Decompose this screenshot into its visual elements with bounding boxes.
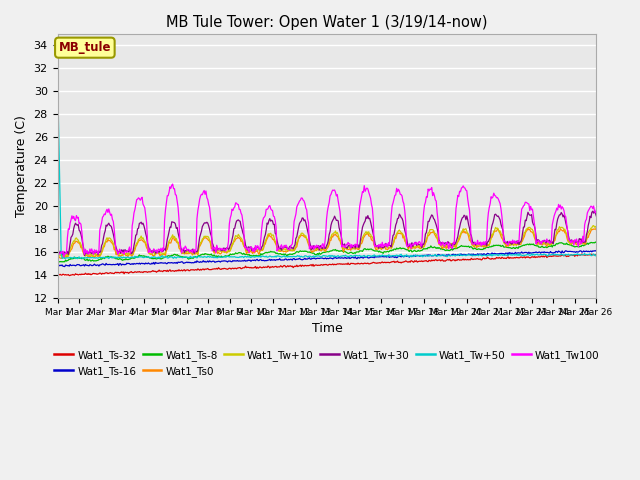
Wat1_Tw100	[60, 254, 68, 260]
Wat1_Ts-32	[54, 272, 61, 278]
Wat1_Ts-8	[591, 239, 599, 245]
Wat1_Ts-8	[460, 243, 468, 249]
Wat1_Ts0	[54, 252, 61, 258]
Wat1_Tw+50	[460, 252, 468, 258]
Wat1_Tw+10	[590, 223, 598, 228]
Wat1_Tw+10	[414, 241, 422, 247]
Line: Wat1_Ts0: Wat1_Ts0	[58, 228, 596, 258]
Wat1_Ts0	[593, 227, 600, 233]
Wat1_Ts-8	[414, 248, 422, 253]
Wat1_Tw+50	[150, 254, 157, 260]
Wat1_Ts0	[460, 230, 468, 236]
Wat1_Tw+10	[54, 253, 61, 259]
Y-axis label: Temperature (C): Temperature (C)	[15, 115, 28, 217]
Wat1_Ts0	[524, 226, 532, 231]
Wat1_Tw+50	[298, 254, 306, 260]
Wat1_Tw+50	[414, 253, 422, 259]
Wat1_Tw100	[150, 246, 157, 252]
Wat1_Ts-16	[460, 252, 468, 257]
Wat1_Tw+10	[150, 249, 157, 255]
Wat1_Ts-16	[193, 258, 201, 264]
X-axis label: Time: Time	[312, 323, 342, 336]
Line: Wat1_Ts-32: Wat1_Ts-32	[58, 254, 596, 276]
Line: Wat1_Tw100: Wat1_Tw100	[58, 184, 596, 257]
Wat1_Tw+10	[593, 225, 600, 231]
Line: Wat1_Ts-8: Wat1_Ts-8	[58, 242, 596, 262]
Wat1_Ts0	[414, 245, 422, 251]
Title: MB Tule Tower: Open Water 1 (3/19/14-now): MB Tule Tower: Open Water 1 (3/19/14-now…	[166, 15, 488, 30]
Wat1_Ts-8	[593, 240, 600, 245]
Wat1_Ts-32	[193, 267, 201, 273]
Wat1_Tw100	[415, 239, 423, 244]
Wat1_Ts0	[193, 249, 201, 255]
Wat1_Ts-32	[414, 259, 422, 264]
Wat1_Tw+10	[298, 230, 306, 236]
Wat1_Ts-8	[150, 256, 157, 262]
Wat1_Ts0	[58, 255, 65, 261]
Wat1_Ts-16	[593, 248, 600, 253]
Line: Wat1_Tw+30: Wat1_Tw+30	[58, 211, 596, 255]
Wat1_Tw+30	[54, 252, 61, 258]
Wat1_Ts-8	[372, 248, 380, 254]
Text: MB_tule: MB_tule	[59, 41, 111, 54]
Wat1_Tw+10	[460, 227, 468, 233]
Wat1_Ts-32	[65, 273, 73, 278]
Wat1_Ts-8	[298, 248, 306, 254]
Line: Wat1_Ts-16: Wat1_Ts-16	[58, 251, 596, 266]
Wat1_Tw+30	[298, 215, 306, 221]
Wat1_Ts-16	[298, 257, 306, 263]
Wat1_Tw+10	[59, 254, 67, 260]
Wat1_Ts-32	[593, 252, 600, 257]
Wat1_Ts0	[150, 252, 157, 258]
Wat1_Ts-16	[54, 263, 61, 268]
Wat1_Tw100	[194, 208, 202, 214]
Line: Wat1_Tw+10: Wat1_Tw+10	[58, 226, 596, 257]
Wat1_Tw100	[461, 185, 469, 191]
Wat1_Tw+30	[589, 208, 596, 214]
Wat1_Ts-32	[578, 251, 586, 257]
Line: Wat1_Tw+50: Wat1_Tw+50	[58, 74, 596, 259]
Wat1_Tw+30	[81, 252, 88, 258]
Wat1_Tw+50	[54, 71, 61, 77]
Legend: Wat1_Ts-32, Wat1_Ts-16, Wat1_Ts-8, Wat1_Ts0, Wat1_Tw+10, Wat1_Tw+30, Wat1_Tw+50,: Wat1_Ts-32, Wat1_Ts-16, Wat1_Ts-8, Wat1_…	[51, 346, 604, 381]
Wat1_Tw+10	[372, 245, 380, 251]
Wat1_Tw+50	[193, 255, 201, 261]
Wat1_Ts-32	[150, 268, 157, 274]
Wat1_Tw+50	[593, 252, 600, 257]
Wat1_Tw+30	[414, 241, 422, 247]
Wat1_Tw+30	[460, 212, 468, 218]
Wat1_Ts-16	[150, 260, 157, 265]
Wat1_Ts0	[372, 247, 380, 252]
Wat1_Ts-32	[372, 260, 380, 266]
Wat1_Tw+30	[372, 244, 380, 250]
Wat1_Ts-32	[460, 257, 468, 263]
Wat1_Tw100	[169, 181, 177, 187]
Wat1_Tw100	[54, 249, 61, 254]
Wat1_Tw+30	[593, 213, 600, 219]
Wat1_Tw+30	[150, 248, 157, 253]
Wat1_Ts-16	[372, 254, 380, 260]
Wat1_Ts0	[298, 233, 306, 239]
Wat1_Ts-32	[298, 263, 306, 268]
Wat1_Tw100	[373, 243, 381, 249]
Wat1_Tw+50	[74, 256, 81, 262]
Wat1_Tw+30	[193, 249, 201, 255]
Wat1_Ts-16	[414, 252, 422, 258]
Wat1_Tw100	[593, 207, 600, 213]
Wat1_Ts-8	[54, 259, 62, 265]
Wat1_Tw+50	[372, 253, 380, 259]
Wat1_Ts-8	[54, 259, 61, 264]
Wat1_Ts-16	[61, 264, 68, 269]
Wat1_Tw+10	[193, 249, 201, 254]
Wat1_Tw100	[300, 197, 307, 203]
Wat1_Ts-8	[193, 254, 201, 260]
